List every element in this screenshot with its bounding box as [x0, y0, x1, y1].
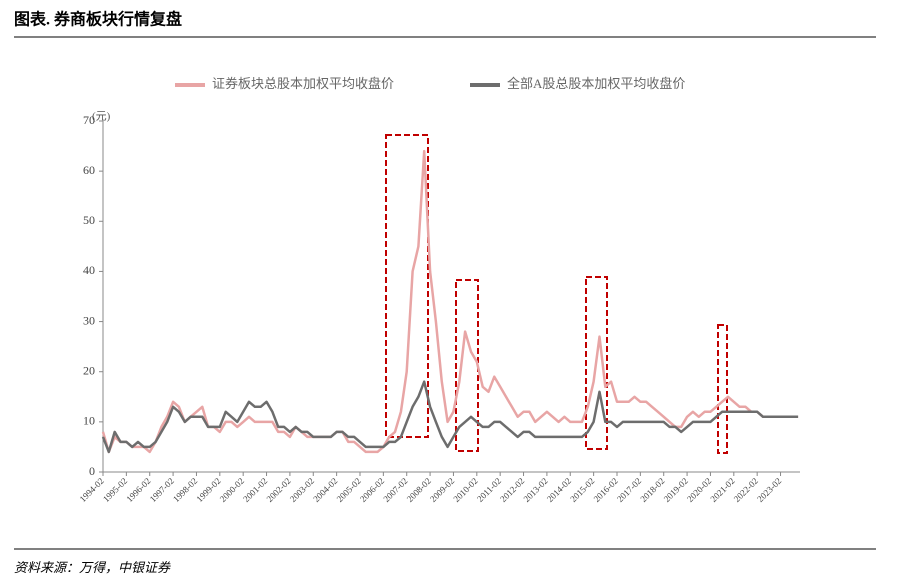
- x-tick-label: 2001-02: [241, 476, 269, 504]
- legend-label: 证券板块总股本加权平均收盘价: [212, 76, 394, 91]
- page-title: 图表. 券商板块行情复盘: [14, 10, 182, 29]
- series-line: [101, 380, 799, 454]
- x-tick-label: 2015-02: [568, 476, 596, 504]
- x-tick-label: 2004-02: [311, 476, 339, 504]
- highlight-boxes: [385, 134, 728, 454]
- highlight-box: [455, 279, 479, 452]
- x-tick-label: 2003-02: [288, 476, 316, 504]
- x-tick-label: 2013-02: [521, 476, 549, 504]
- x-tick-label: 2019-02: [662, 476, 690, 504]
- source: 资料来源：万得，中银证券: [14, 560, 171, 575]
- highlight-box: [717, 324, 728, 454]
- x-tick-label: 2009-02: [428, 476, 456, 504]
- y-tick-label: 10: [83, 414, 95, 428]
- legend-label: 全部A股总股本加权平均收盘价: [507, 76, 685, 91]
- y-unit: (元): [92, 111, 111, 123]
- y-tick-label: 60: [83, 163, 95, 177]
- x-tick-label: 2017-02: [615, 476, 643, 504]
- x-tick-label: 1994-02: [78, 476, 106, 504]
- x-tick-label: 1999-02: [194, 476, 222, 504]
- highlight-box: [385, 134, 429, 438]
- x-tick-label: 2002-02: [264, 476, 292, 504]
- x-tick-label: 2008-02: [405, 476, 433, 504]
- x-tick-label: 2010-02: [451, 476, 479, 504]
- y-tick-label: 30: [83, 313, 95, 327]
- x-tick-label: 2005-02: [335, 476, 363, 504]
- x-tick-label: 2016-02: [592, 476, 620, 504]
- x-tick-label: 2000-02: [218, 476, 246, 504]
- y-tick-label: 20: [83, 363, 95, 377]
- y-tick-label: 70: [83, 113, 95, 127]
- x-tick-label: 2020-02: [685, 476, 713, 504]
- x-tick-label: 2011-02: [475, 476, 503, 504]
- highlight-box: [585, 276, 608, 450]
- x-tick-label: 2014-02: [545, 476, 573, 504]
- series-line: [101, 149, 799, 454]
- x-tick-label: 1997-02: [148, 476, 176, 504]
- x-tick-label: 2018-02: [638, 476, 666, 504]
- y-tick-label: 40: [83, 263, 95, 277]
- x-tick-label: 1998-02: [171, 476, 199, 504]
- x-tick-label: 1995-02: [101, 476, 129, 504]
- x-tick-label: 2022-02: [732, 476, 760, 504]
- x-tick-label: 2007-02: [381, 476, 409, 504]
- y-tick-label: 50: [83, 213, 95, 227]
- x-tick-label: 1996-02: [124, 476, 152, 504]
- x-tick-label: 2023-02: [755, 476, 783, 504]
- x-tick-label: 2006-02: [358, 476, 386, 504]
- x-tick-label: 2021-02: [708, 476, 736, 504]
- y-tick-label: 0: [89, 464, 95, 478]
- x-tick-label: 2012-02: [498, 476, 526, 504]
